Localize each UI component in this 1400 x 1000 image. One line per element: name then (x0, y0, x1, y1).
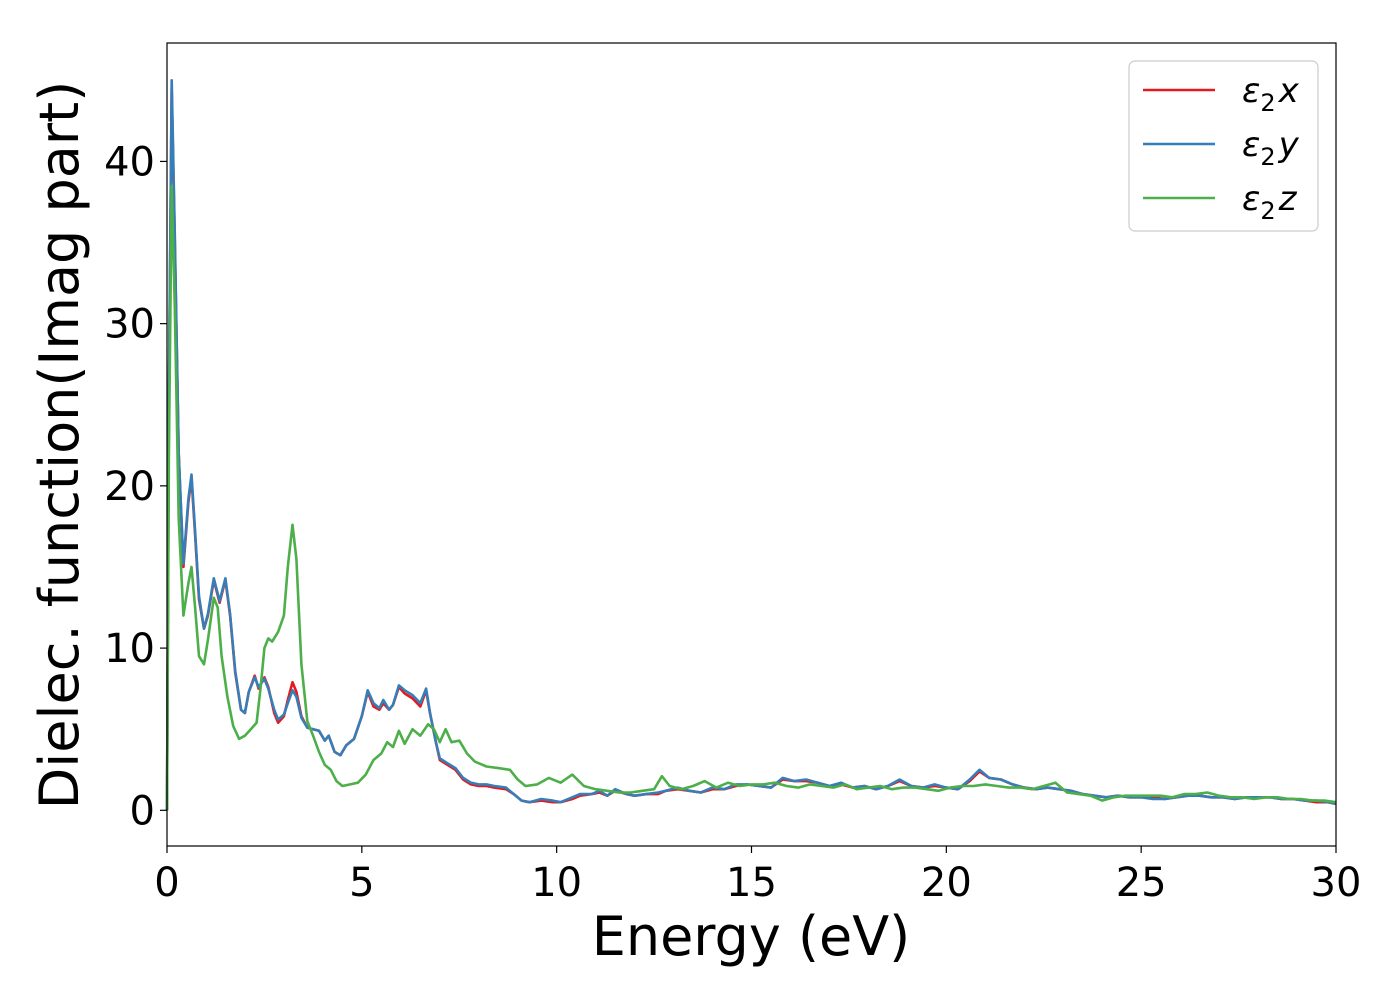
x-tick-label: 30 (1311, 860, 1362, 906)
y-tick-label: 20 (104, 464, 155, 510)
series-line-2 (165, 79, 1337, 811)
x-axis-ticks: 0 5 10 15 20 25 30 (154, 846, 1361, 906)
x-axis-label: Energy (eV) (592, 905, 911, 968)
y-axis-label: Dielec. function(Imag part) (28, 81, 91, 810)
x-tick-label: 0 (154, 860, 179, 906)
y-tick-label: 30 (104, 302, 155, 348)
x-tick-label: 25 (1116, 860, 1167, 906)
series-line-3 (165, 184, 1337, 811)
x-tick-label: 10 (531, 860, 582, 906)
series-layer (165, 79, 1337, 811)
legend-label: ε2z (1242, 179, 1298, 225)
legend-box (1128, 60, 1319, 232)
y-axis-ticks: 0 10 20 30 40 (104, 139, 167, 834)
x-tick-label: 15 (726, 860, 777, 906)
legend-label: ε2x (1242, 71, 1300, 117)
legend-label: ε2y (1242, 125, 1300, 171)
x-tick-label: 5 (349, 860, 374, 906)
y-tick-label: 10 (104, 626, 155, 672)
legend: ε2x ε2y ε2z (1128, 60, 1319, 232)
y-tick-label: 0 (130, 788, 155, 834)
y-tick-label: 40 (104, 139, 155, 185)
x-tick-label: 20 (921, 860, 972, 906)
